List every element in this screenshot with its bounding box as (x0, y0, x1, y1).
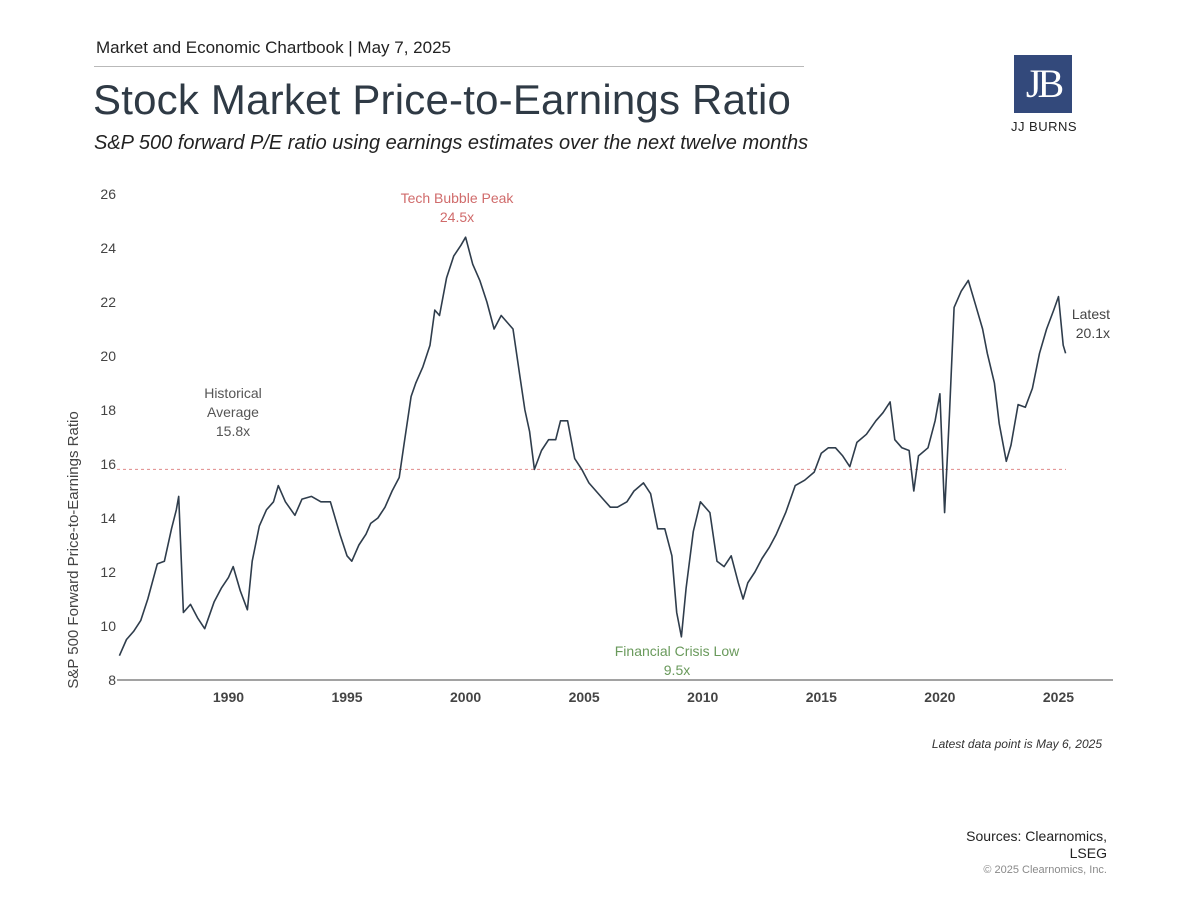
chartbook-header: Market and Economic Chartbook | May 7, 2… (96, 38, 451, 57)
sources-line-1: Sources: Clearnomics, (966, 828, 1107, 844)
latest-annotation-line: Latest (1072, 306, 1110, 322)
y-tick-label: 24 (100, 240, 116, 256)
jj-burns-logo: JB (1014, 55, 1072, 113)
forward-pe-series-line (118, 236, 1067, 657)
x-tick-label: 2005 (569, 689, 600, 705)
historical-average-annotation-line: Average (207, 404, 259, 420)
page-title: Stock Market Price-to-Earnings Ratio (93, 76, 792, 123)
page-subtitle: S&P 500 forward P/E ratio using earnings… (94, 132, 809, 154)
y-tick-label: 14 (100, 510, 116, 526)
latest-annotation-line: 20.1x (1076, 325, 1110, 341)
financial-crisis-annotation-line: 9.5x (664, 662, 690, 678)
x-tick-label: 2015 (806, 689, 837, 705)
x-tick-label: 1990 (213, 689, 244, 705)
y-tick-label: 22 (100, 294, 116, 310)
y-tick-label: 18 (100, 402, 116, 418)
tech-bubble-annotation-line: Tech Bubble Peak (401, 190, 515, 206)
x-tick-label: 2000 (450, 689, 481, 705)
header-divider (94, 66, 804, 67)
y-tick-label: 16 (100, 456, 116, 472)
tech-bubble-annotation-line: 24.5x (440, 209, 474, 225)
latest-data-note: Latest data point is May 6, 2025 (931, 737, 1102, 751)
y-tick-label: 8 (108, 672, 116, 688)
pe-ratio-chart: S&P 500 Forward Price-to-Earnings Ratio … (65, 186, 1113, 705)
financial-crisis-annotation-line: Financial Crisis Low (615, 643, 740, 659)
y-axis-label: S&P 500 Forward Price-to-Earnings Ratio (65, 411, 82, 688)
x-tick-label: 2010 (687, 689, 718, 705)
y-tick-label: 20 (100, 348, 116, 364)
x-tick-label: 1995 (331, 689, 362, 705)
y-tick-label: 10 (100, 618, 116, 634)
x-tick-label: 2020 (924, 689, 955, 705)
sources-line-2: LSEG (1069, 845, 1107, 861)
historical-average-annotation-line: 15.8x (216, 423, 250, 439)
logo-text: JJ BURNS (1010, 119, 1078, 134)
copyright: © 2025 Clearnomics, Inc. (983, 864, 1107, 876)
sources: Sources: Clearnomics, LSEG (887, 828, 1107, 862)
historical-average-annotation-line: Historical (204, 385, 262, 401)
x-tick-label: 2025 (1043, 689, 1074, 705)
y-tick-label: 26 (100, 186, 116, 202)
y-tick-label: 12 (100, 564, 116, 580)
